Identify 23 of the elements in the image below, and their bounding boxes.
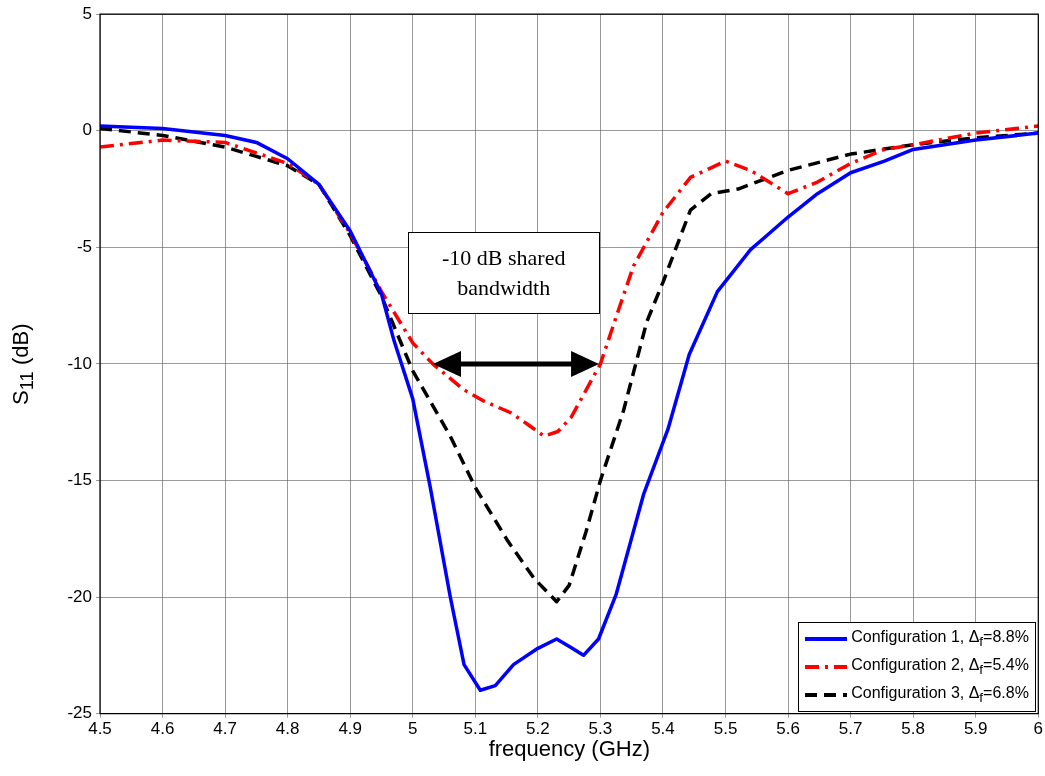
x-tick-label: 4.9	[338, 719, 363, 739]
x-tick-label: 5.1	[463, 719, 488, 739]
legend-label: Configuration 1, Δ$_{f}$=8.8%	[851, 628, 1029, 650]
y-tick-label: 0	[82, 120, 92, 140]
x-tick-label: 5	[408, 719, 418, 739]
y-tick-label: -10	[67, 353, 92, 373]
y-tick-label: -20	[67, 586, 92, 606]
legend-label: Configuration 2, Δ$_{f}$=5.4%	[851, 656, 1029, 678]
x-tick-label: 5.9	[963, 719, 988, 739]
y-tick-label: 5	[82, 3, 92, 23]
x-tick-label: 5.8	[901, 719, 925, 739]
x-tick-label: 4.8	[275, 719, 300, 739]
x-tick-label: 5.5	[713, 719, 738, 739]
x-tick-label: 4.7	[213, 719, 237, 739]
legend-label: Configuration 3, Δ$_{f}$=6.8%	[851, 684, 1029, 706]
x-tick-label: 5.7	[838, 719, 863, 739]
x-tick-label: 4.6	[150, 719, 175, 739]
x-tick-label: 5.4	[651, 719, 675, 739]
annotation: -10 dB shared bandwidth	[407, 232, 600, 315]
x-tick-label: 5.6	[776, 719, 800, 739]
x-tick-label: 6	[1033, 719, 1044, 739]
y-tick-label: -15	[67, 470, 92, 490]
y-tick-label: -5	[76, 237, 92, 257]
